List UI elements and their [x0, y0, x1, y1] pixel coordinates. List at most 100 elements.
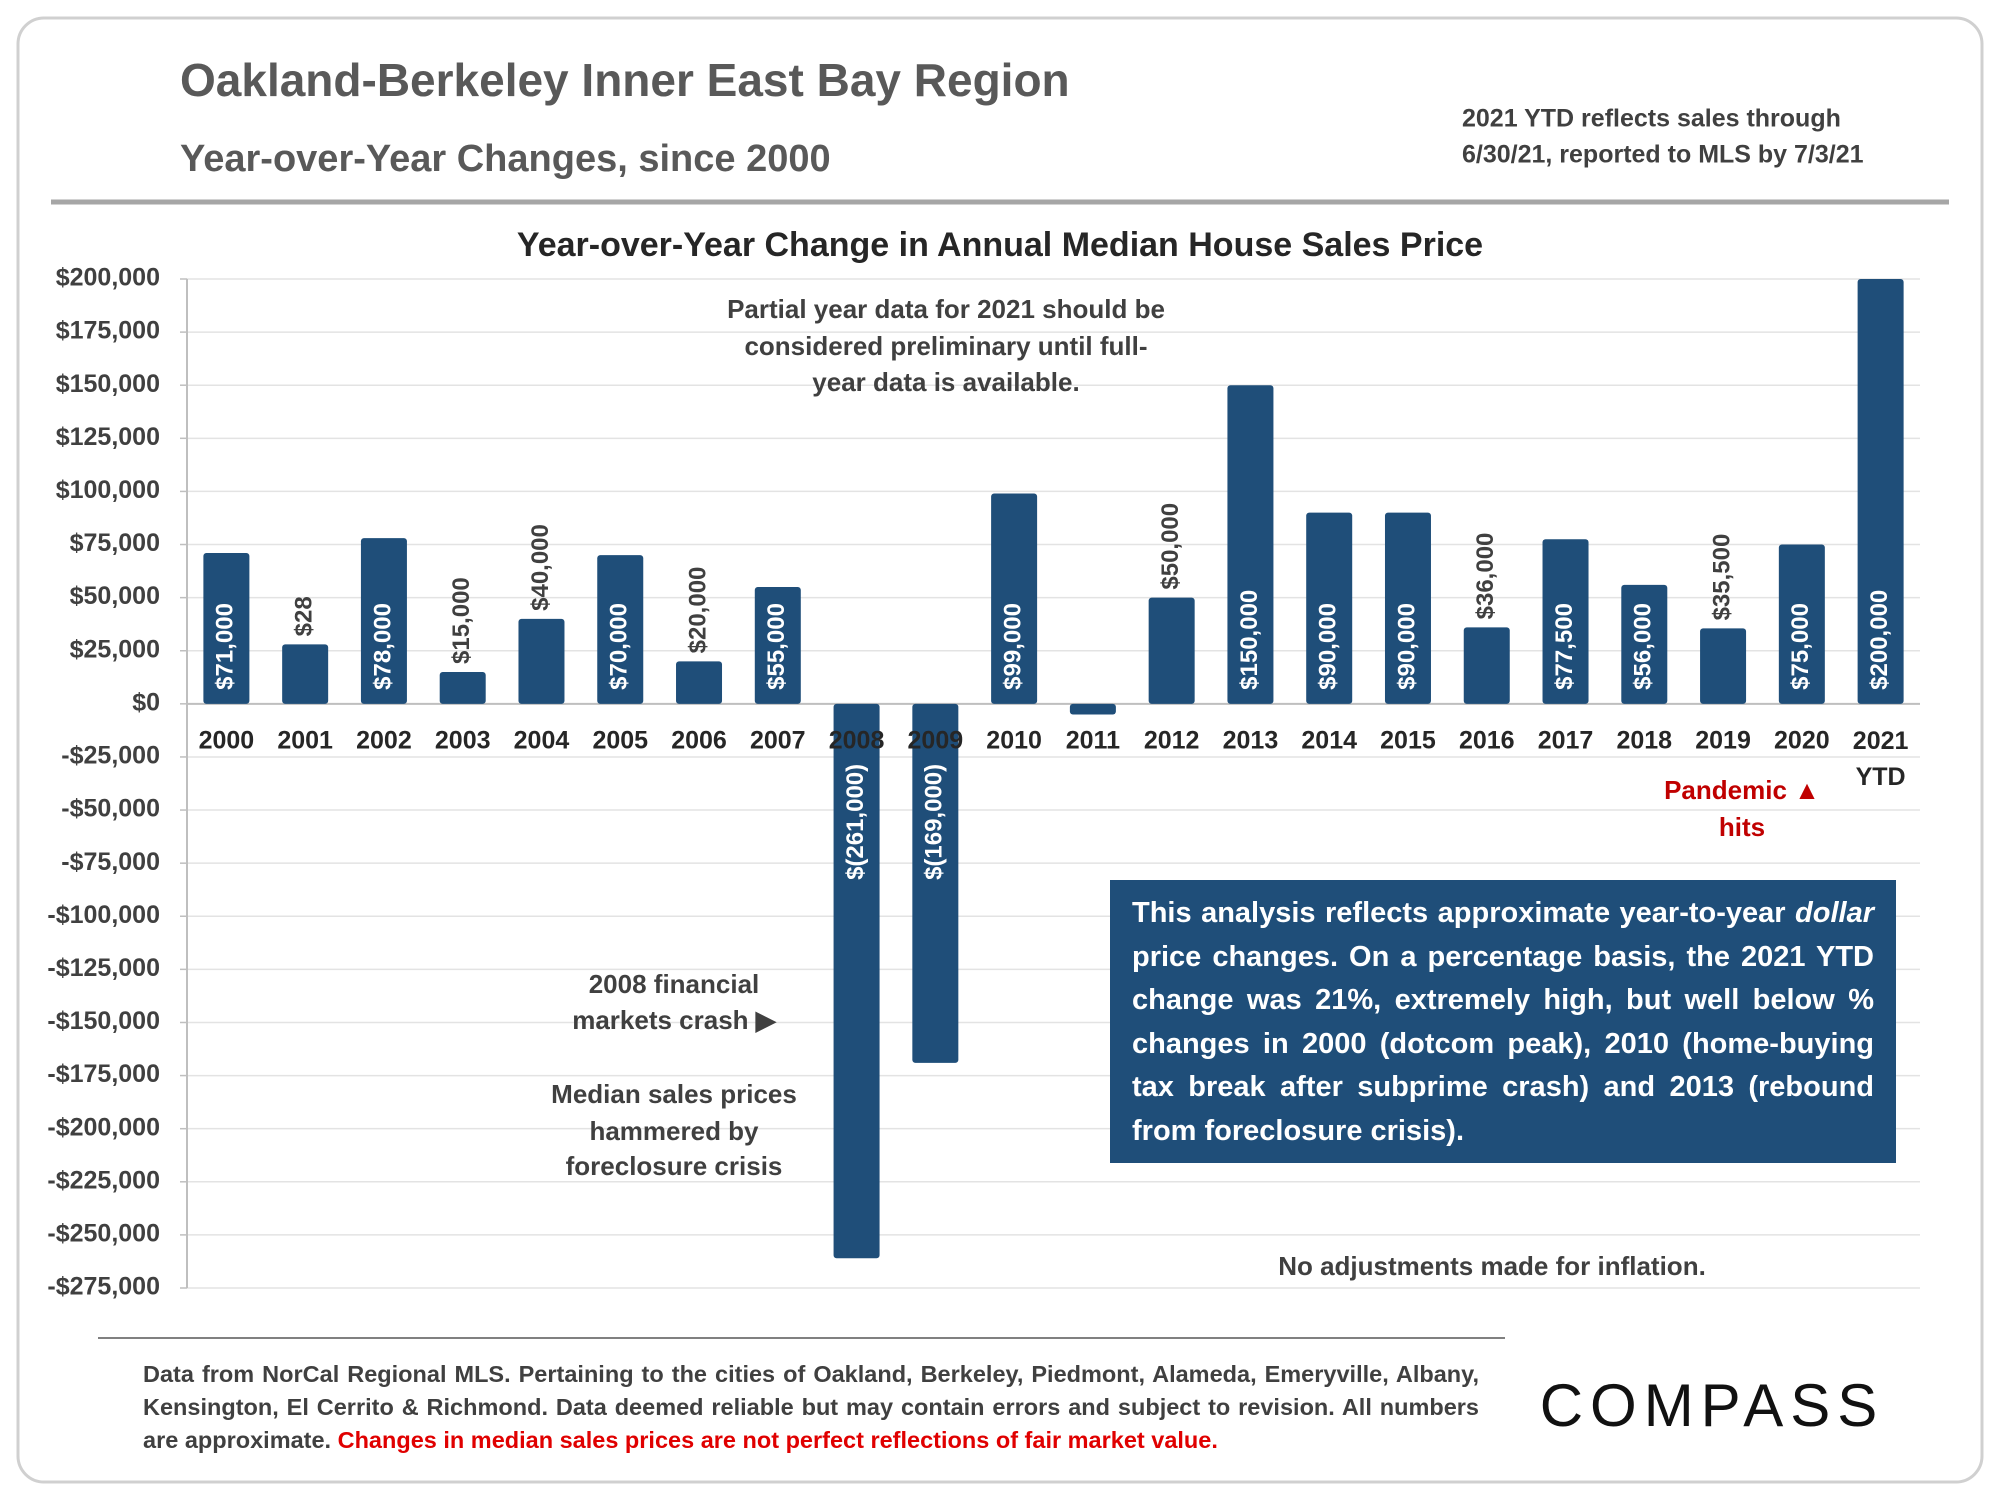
value-label: $20,000	[684, 567, 711, 654]
value-label: $55,000	[763, 603, 790, 690]
chart-title: Year-over-Year Change in Annual Median H…	[517, 226, 1483, 264]
footer-text: Data from NorCal Regional MLS. Pertainin…	[143, 1361, 1479, 1453]
x-tick-label: 2011	[1066, 726, 1120, 754]
y-tick-label: -$175,000	[47, 1060, 160, 1088]
value-label: $70,000	[606, 603, 633, 690]
x-tick-label: 2012	[1144, 726, 1200, 754]
value-label: $77,500	[1551, 603, 1578, 690]
bar	[1621, 584, 1668, 704]
y-tick-label: -$150,000	[47, 1007, 160, 1035]
bar	[676, 661, 723, 704]
bar	[282, 644, 329, 704]
annotation: Median sales prices	[551, 1079, 797, 1109]
y-tick-label: -$275,000	[47, 1273, 160, 1301]
bar	[754, 587, 801, 704]
annotation: markets crash ▶	[572, 1005, 777, 1035]
bar	[1463, 627, 1510, 704]
y-tick-label: $200,000	[56, 264, 160, 292]
y-tick-label: $50,000	[70, 582, 160, 610]
value-label: $40,000	[527, 524, 554, 611]
bar	[833, 703, 880, 1259]
subtitle: Year-over-Year Changes, since 2000	[180, 138, 831, 180]
value-label: $50,000	[1157, 503, 1184, 590]
x-tick-label: 2004	[514, 726, 570, 754]
x-tick-label: 2016	[1459, 726, 1515, 754]
bar	[1700, 628, 1747, 704]
y-tick-label: $25,000	[70, 635, 160, 663]
y-tick-label: -$250,000	[47, 1220, 160, 1248]
logo: COMPASS	[1540, 1372, 1885, 1439]
y-tick-label: $125,000	[56, 423, 160, 451]
value-label: $35,500	[1708, 534, 1735, 621]
y-tick-label: -$25,000	[61, 742, 160, 770]
bar	[1069, 703, 1116, 715]
x-tick-label: 2001	[277, 726, 333, 754]
x-tick-label: 2013	[1223, 726, 1279, 754]
y-tick-label: -$225,000	[47, 1166, 160, 1194]
note: 6/30/21, reported to MLS by 7/3/21	[1462, 141, 1864, 169]
bar	[1857, 279, 1904, 704]
y-tick-label: -$100,000	[47, 901, 160, 929]
x-tick-label: 2003	[435, 726, 491, 754]
value-label: $(261,000)	[842, 764, 869, 880]
bar	[1542, 539, 1589, 704]
bar	[912, 703, 959, 1063]
y-tick-label: -$75,000	[61, 848, 160, 876]
x-tick-label: 2000	[199, 726, 255, 754]
y-tick-label: $0	[132, 688, 160, 716]
annotation: 2008 financial	[589, 969, 760, 999]
annotation: hammered by	[589, 1116, 759, 1146]
bar	[518, 618, 565, 704]
info-text: dollar	[1795, 897, 1874, 929]
value-label: $150,000	[1236, 590, 1263, 690]
bar	[360, 538, 407, 704]
annotation: considered preliminary until full-	[744, 331, 1147, 361]
bar	[203, 553, 250, 704]
bar	[439, 671, 486, 704]
info-box: This analysis reflects approximate year-…	[1110, 880, 1896, 1163]
value-label: $15,000	[448, 577, 475, 664]
annotation: Pandemic ▲	[1664, 775, 1820, 805]
y-tick-label: $150,000	[56, 370, 160, 398]
note: 2021 YTD reflects sales through	[1462, 105, 1841, 133]
value-label: $56,000	[1630, 603, 1657, 690]
value-label: $90,000	[1315, 603, 1342, 690]
x-tick-label: 2002	[356, 726, 412, 754]
x-tick-label: 2019	[1695, 726, 1751, 754]
x-tick-label: 2009	[908, 726, 964, 754]
x-tick-label: 2020	[1774, 726, 1830, 754]
value-label: $36,000	[1472, 533, 1499, 620]
x-tick-label: 2021 YTD	[1853, 726, 1909, 790]
info-text: This analysis reflects approximate year-…	[1132, 897, 1796, 929]
value-label: $28	[291, 596, 318, 636]
x-tick-label: 2015	[1380, 726, 1436, 754]
bar	[1148, 597, 1195, 704]
bar	[991, 493, 1038, 704]
y-tick-label: -$125,000	[47, 954, 160, 982]
x-tick-label: 2014	[1301, 726, 1357, 754]
value-label: $99,000	[999, 603, 1026, 690]
y-tick-label: $175,000	[56, 317, 160, 345]
value-label: $90,000	[1393, 603, 1420, 690]
title: Oakland-Berkeley Inner East Bay Region	[180, 54, 1070, 106]
value-label: $78,000	[369, 603, 396, 690]
annotation: year data is available.	[812, 367, 1079, 397]
value-label: $71,000	[212, 603, 239, 690]
value-label: $200,000	[1866, 590, 1893, 690]
y-tick-label: -$200,000	[47, 1113, 160, 1141]
x-tick-label: 2010	[986, 726, 1042, 754]
info-text: price changes. On a percentage basis, th…	[1132, 940, 1874, 1147]
bar	[1384, 512, 1431, 704]
annotation: foreclosure crisis	[566, 1151, 783, 1181]
y-tick-label: -$50,000	[61, 795, 160, 823]
x-tick-label: 2018	[1616, 726, 1672, 754]
x-tick-label: 2006	[671, 726, 727, 754]
frame	[16, 16, 1984, 1484]
x-tick-label: 2008	[829, 726, 885, 754]
x-tick-label: 2007	[750, 726, 806, 754]
annotation: hits	[1719, 812, 1765, 842]
y-tick-label: $75,000	[70, 529, 160, 557]
bar	[597, 555, 644, 704]
